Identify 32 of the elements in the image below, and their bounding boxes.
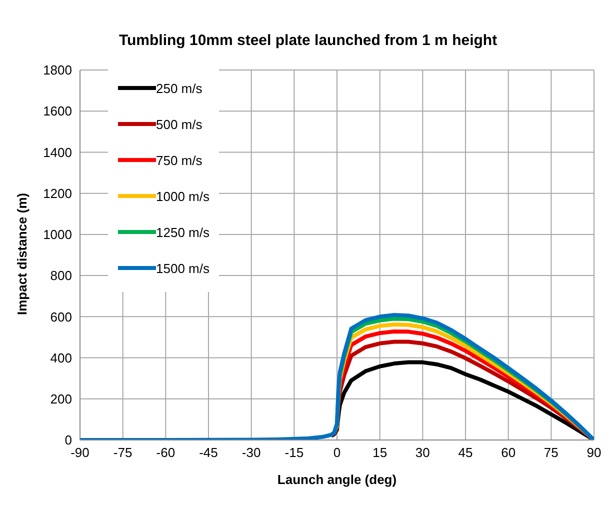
y-tick-label: 1200 [43, 186, 72, 201]
x-tick-label: -75 [113, 445, 132, 460]
x-tick-label: 30 [415, 445, 430, 460]
chart-title: Tumbling 10mm steel plate launched from 1 m height [118, 31, 498, 51]
y-tick-label: 200 [50, 392, 72, 407]
legend-label: 750 m/s [156, 152, 202, 168]
x-tick-label: 90 [586, 445, 602, 460]
x-axis-title: Launch angle (deg) [277, 472, 397, 487]
y-tick-label: 1800 [43, 62, 72, 78]
y-tick-label: 1400 [43, 144, 72, 160]
y-tick-label: 600 [50, 309, 72, 324]
y-tick-label: 800 [50, 268, 72, 284]
x-tick-label: 45 [458, 445, 473, 460]
y-axis-title: Impact distance (m) [14, 192, 30, 315]
x-tick-label: -90 [70, 445, 90, 460]
y-tick-label: 0 [64, 432, 72, 448]
x-tick-label: 60 [501, 445, 516, 460]
x-tick-label: -60 [156, 445, 176, 460]
x-tick-label: 75 [544, 445, 558, 460]
x-tick-label: -45 [199, 445, 218, 460]
x-tick-label: -15 [284, 445, 304, 460]
legend-label: 250 m/s [156, 80, 202, 96]
y-tick-label: 1600 [43, 104, 72, 119]
y-tick-label: 400 [50, 350, 72, 366]
legend-label: 1000 m/s [156, 188, 210, 204]
y-tick-label: 1000 [43, 227, 72, 242]
legend-label: 1250 m/s [156, 224, 210, 240]
legend-label: 500 m/s [156, 116, 202, 132]
x-tick-label: 0 [333, 445, 341, 460]
x-tick-label: 15 [372, 445, 388, 460]
x-tick-label: -30 [242, 445, 261, 460]
legend-label: 1500 m/s [156, 260, 210, 276]
